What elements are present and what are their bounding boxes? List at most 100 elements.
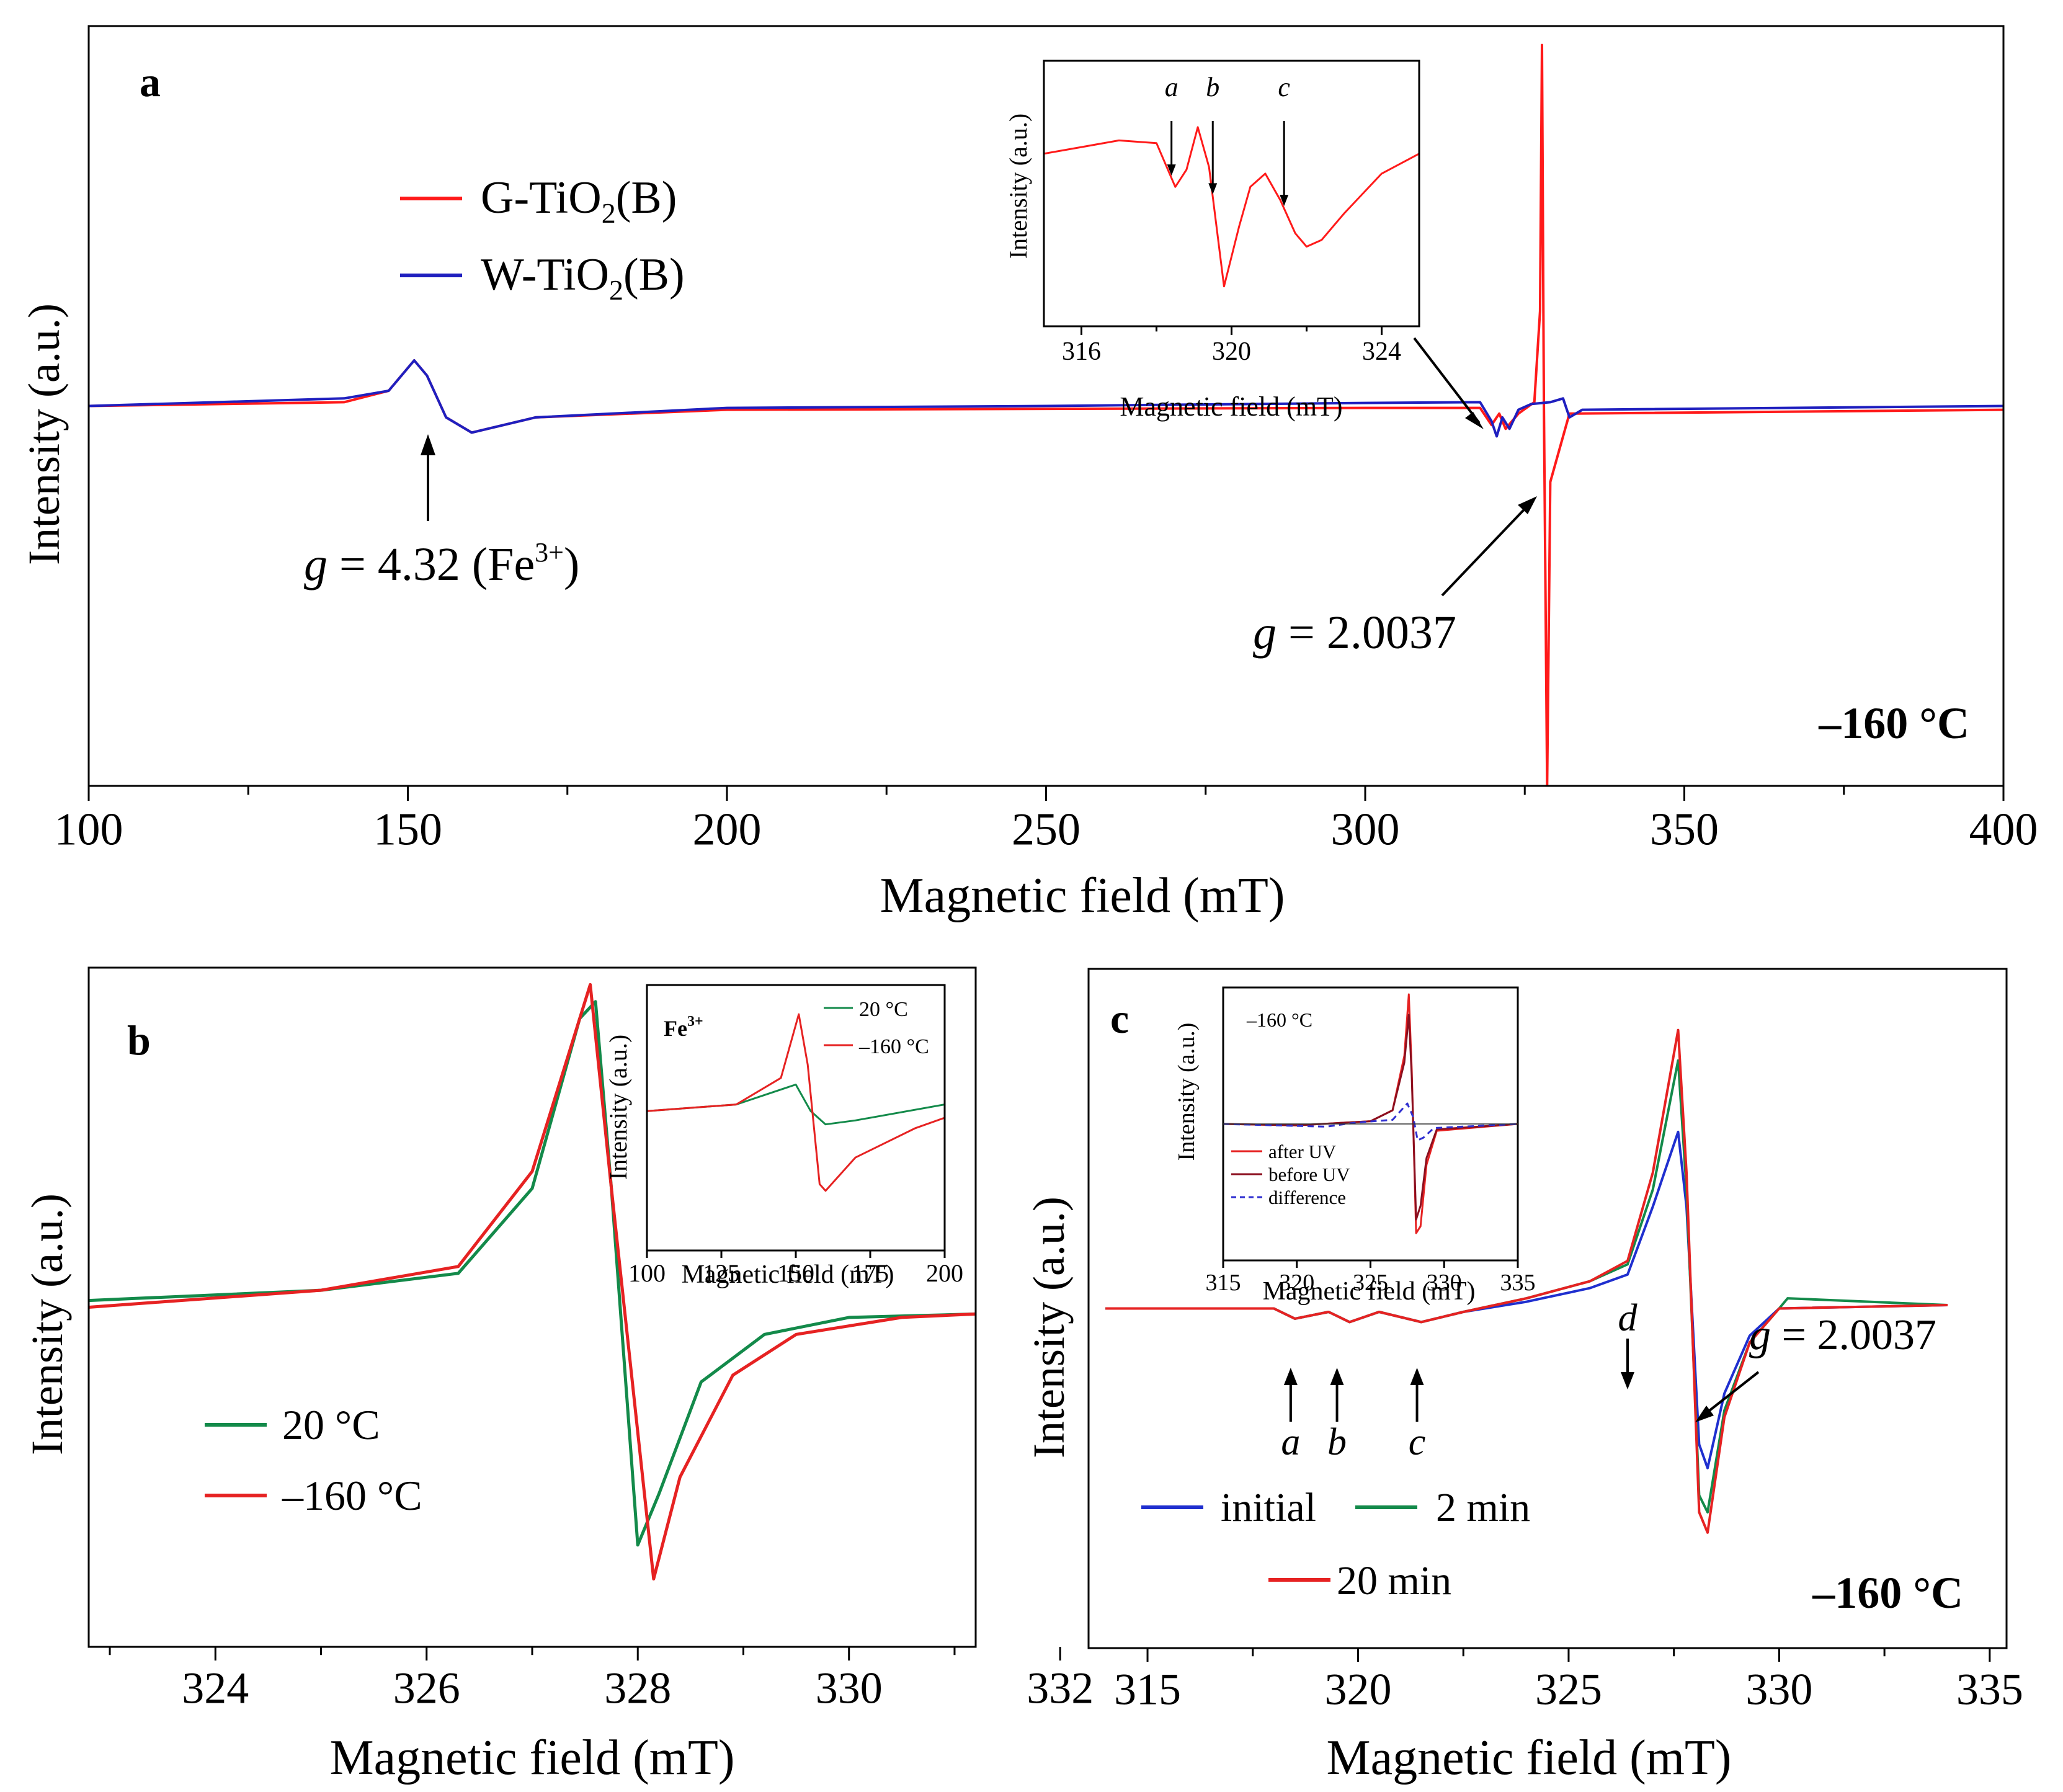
panel-a-annotations: g = 4.32 (Fe3+) g = 2.0037 –160 °C (304, 337, 1969, 748)
inset-legend-label-difference: difference (1268, 1187, 1346, 1208)
marker-label-c: c (1409, 1421, 1426, 1463)
panel-a-plot-area-series-w-tio2-b- (89, 359, 2003, 438)
panel-a-inset-plot-area: 316 320 324 a b c (1043, 60, 1420, 366)
panel-b-legend: 20 °C –160 °C (205, 1401, 422, 1519)
panel-a-temperature: –160 °C (1818, 698, 1969, 748)
panel-c-markers: a b c d (1281, 1297, 1637, 1463)
annotation-g-main: g = 2.0037 (1253, 607, 1456, 659)
panel-c-inset-plot-area-series-before-uv (1223, 1014, 1518, 1221)
panel-b-inset-plot-area-series-20-c (647, 1084, 945, 1126)
panel-a-plot-area-xtick-label: 100 (55, 804, 123, 855)
panel-b-inset-title: Fe3+ (664, 1014, 703, 1041)
annotation-g-fe: g = 4.32 (Fe3+) (304, 537, 579, 591)
panel-a-plot-area-xtick-label: 150 (373, 804, 442, 855)
panel-a-plot-area-xtick-label: 400 (1969, 804, 2038, 855)
panel-c-inset-plot-area-series-difference (1223, 1102, 1518, 1141)
panel-a-plot-area-xtick-label: 350 (1650, 804, 1719, 855)
marker-label-b: b (1327, 1421, 1347, 1463)
arrow-c-g-main (1700, 1371, 1760, 1419)
inset-legend-label-20c: 20 °C (859, 998, 908, 1021)
panel-a-inset-plot-area-series-g-tio2-b- (1044, 126, 1419, 288)
inset-legend-label-minus160c: –160 °C (858, 1035, 929, 1058)
inset-pointer-head (1465, 412, 1484, 429)
panel-b-inset-plot-area-xtick-label: 200 (926, 1259, 963, 1287)
panel-c-temperature: –160 °C (1812, 1568, 1963, 1618)
panel-b-plot-area-xtick-label: 324 (182, 1663, 249, 1713)
panel-b-inset-plot-area-xtick-label: 100 (628, 1259, 666, 1287)
panel-a-ylabel: Intensity (a.u.) (19, 303, 69, 565)
legend-label-w-tio2: W-TiO2(B) (481, 249, 685, 306)
marker-label-a: a (1281, 1421, 1300, 1463)
marker-label-d: d (1618, 1297, 1637, 1339)
panel-b-label: b (127, 1017, 151, 1064)
panel-c-inset-xlabel: Magnetic field (mT) (1263, 1277, 1476, 1306)
panel-a-plot-area: 100 150 200 250 300 350 400 (55, 25, 2038, 855)
panel-b-inset-plot-area: 100 125 150 175 200 (628, 984, 963, 1287)
panel-c-xlabel: Magnetic field (mT) (1326, 1731, 1731, 1785)
annotation-c-g-main: g = 2.0037 (1749, 1311, 1936, 1359)
panel-a-inset: 316 320 324 a b c Intensity (a.u.) Magnetic f… (1004, 60, 1420, 422)
panel-c-plot-area-series-20-min (1105, 1028, 1948, 1534)
panel-a-inset-ylabel: Intensity (a.u.) (1004, 114, 1032, 259)
panel-c-annotations: a b c d g = 2.0037 –160 °C (1281, 1297, 1963, 1618)
marker-arrowhead-a (1283, 1368, 1298, 1385)
panel-a-inset-plot-area-xtick-label: 320 (1212, 337, 1251, 366)
panel-a-plot-area-xtick-label: 300 (1331, 804, 1400, 855)
panel-b-plot-area-xtick-label: 332 (1027, 1663, 1094, 1713)
inset-a-marker-label-c: c (1278, 72, 1290, 102)
panel-b-inset-xlabel: Magnetic field (mT) (682, 1260, 894, 1289)
panel-b-plot-area: 324 326 328 330 332 (87, 966, 1094, 1713)
panel-b-plot-area-frame (87, 966, 977, 1648)
panel-c-inset-plot-area: 315 320 325 330 335 (1206, 986, 1536, 1296)
inset-legend-label-after-uv: after UV (1268, 1141, 1337, 1162)
panel-b-inset-ylabel: Intensity (a.u.) (604, 1035, 632, 1180)
panel-c-inset-plot-area-xtick-label: 315 (1206, 1270, 1241, 1296)
panel-a-inset-plot-area-xtick-label: 316 (1062, 337, 1101, 366)
panel-b-plot-area-xtick-label: 330 (816, 1663, 883, 1713)
panel-a-label: a (140, 58, 161, 105)
panel-a-legend: G-TiO2(B) W-TiO2(B) (400, 172, 685, 306)
panel-c-plot-area-xtick-label: 325 (1535, 1664, 1602, 1714)
inset-a-marker-arrowhead-a (1167, 164, 1176, 176)
panel-c-inset-plot-area-xtick-label: 320 (1279, 1270, 1314, 1296)
marker-arrowhead-d (1620, 1372, 1634, 1389)
panel-c-plot-area-xtick-label: 320 (1324, 1664, 1391, 1714)
panel-a-xlabel: Magnetic field (mT) (880, 868, 1285, 923)
arrow-g-main (1441, 500, 1533, 597)
panel-a-inset-plot-area-xtick-label: 324 (1362, 337, 1401, 366)
panel-c-inset-plot-area-xtick-label: 335 (1500, 1270, 1536, 1296)
marker-arrowhead-c (1410, 1368, 1424, 1385)
panel-b-inset-plot-area-xtick-label: 175 (852, 1259, 889, 1287)
arrowhead-g-fe (421, 434, 435, 455)
legend-label-minus160c: –160 °C (282, 1472, 422, 1519)
inset-a-marker-arrowhead-b (1208, 183, 1218, 195)
panel-a: a Intensity (a.u.) Magnetic field (mT) 1… (19, 25, 2038, 923)
panel-a-plot-area-xtick-label: 250 (1012, 804, 1081, 855)
legend-label-initial: initial (1221, 1485, 1316, 1530)
panel-b-inset: 100 125 150 175 200 Fe3+ 20 °C –160 °C Inten… (604, 984, 963, 1289)
arrowhead-g-main (1518, 496, 1537, 514)
panel-b-inset-plot-area-xtick-label: 125 (703, 1259, 740, 1287)
panel-b-inset-plot-area-series--160-c (647, 1013, 945, 1192)
legend-label-20c: 20 °C (282, 1401, 380, 1448)
arrowhead-c-g-main (1695, 1406, 1714, 1422)
panel-c-plot-area-xtick-label: 335 (1956, 1664, 2023, 1714)
panel-c-ylabel: Intensity (a.u.) (1024, 1197, 1074, 1458)
panel-c-legend: initial 2 min 20 min (1141, 1485, 1530, 1603)
inset-a-marker-label-b: b (1206, 72, 1219, 102)
inset-a-marker-arrowhead-c (1280, 195, 1289, 207)
panel-c-label: c (1110, 995, 1129, 1042)
panel-c-inset: 315 320 325 330 335 –160 °C after UV before … (1174, 986, 1536, 1306)
legend-label-2min: 2 min (1436, 1485, 1530, 1530)
panel-c: c Intensity (a.u.) Magnetic field (mT) 3… (1024, 968, 2023, 1785)
panel-c-plot-area-frame (1087, 968, 2008, 1649)
panel-b-plot-area-xtick-label: 326 (393, 1663, 460, 1713)
panel-b-ylabel: Intensity (a.u.) (22, 1193, 72, 1455)
panel-b-plot-area-series--160-c (89, 983, 976, 1580)
legend-label-g-tio2: G-TiO2(B) (481, 172, 677, 229)
panel-a-inset-xlabel: Magnetic field (mT) (1120, 391, 1342, 422)
panel-c-plot-area-xtick-label: 330 (1745, 1664, 1812, 1714)
panel-c-inset-temperature: –160 °C (1246, 1009, 1312, 1031)
panel-b: b Intensity (a.u.) Magnetic field (mT) 3… (22, 966, 1094, 1785)
